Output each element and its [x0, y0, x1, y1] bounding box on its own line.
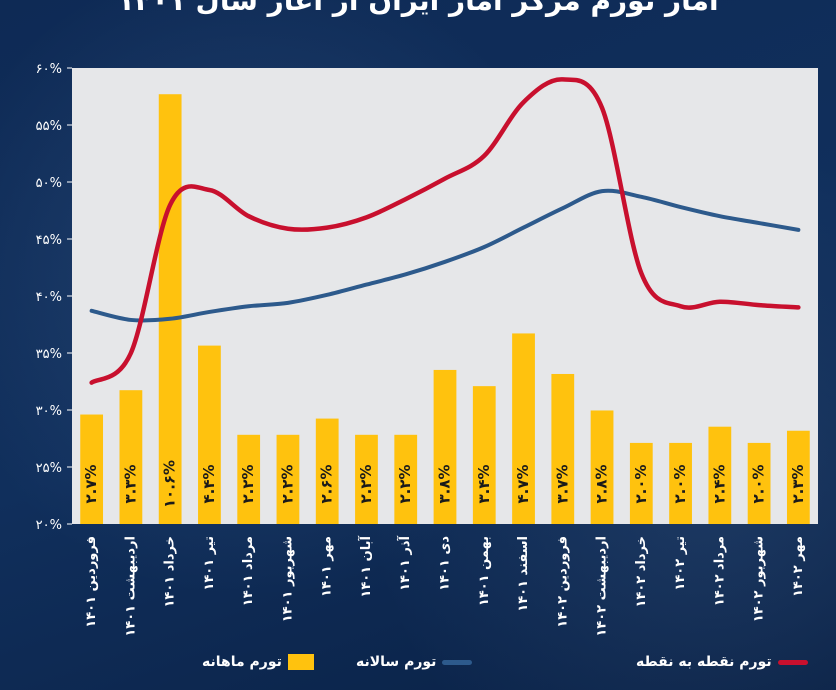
x-tick-label: مرداد ۱۴۰۲ — [712, 536, 727, 606]
y-tick-label: ۲۵% — [36, 461, 62, 476]
bar — [80, 414, 104, 524]
legend-item-point: تورم نقطه به نقطه — [636, 648, 808, 676]
bar-data-label: ۴.۷% — [514, 464, 532, 503]
bar-data-label: ۳.۸% — [436, 464, 454, 503]
bar — [747, 442, 771, 524]
y-tick-label: ۴۵% — [36, 233, 62, 248]
x-tick-label: شهریور ۱۴۰۲ — [752, 536, 767, 622]
bar — [198, 345, 221, 524]
x-tick-label: دی ۱۴۰۱ — [438, 536, 453, 591]
bar-data-label: ۳.۷% — [553, 464, 571, 503]
bar — [394, 434, 418, 524]
bar-data-label: ۲.۲% — [357, 464, 375, 503]
bar — [708, 426, 732, 524]
x-tick-label: بهمن ۱۴۰۱ — [477, 536, 492, 606]
series-line-annual — [89, 188, 801, 323]
bar — [786, 430, 810, 524]
legend-label-annual: تورم سالانه — [356, 654, 437, 670]
x-tick-label: اسفند ۱۴۰۱ — [516, 536, 531, 612]
bar-data-label: ۳.۴% — [475, 464, 493, 503]
legend-label-point: تورم نقطه به نقطه — [636, 654, 772, 670]
bar — [237, 434, 261, 524]
bar-data-label: ۲.۰% — [632, 464, 650, 503]
y-tick-label: ۳۰% — [36, 404, 62, 419]
x-tick-label: تیر ۱۴۰۱ — [202, 536, 217, 591]
y-tick-label: ۲۰% — [36, 518, 62, 533]
y-tick-label: ۳۵% — [36, 347, 62, 362]
bar — [629, 442, 653, 524]
chart-title: آمار تورم مرکز آمار ایران از آغاز سال ۱۴… — [117, 0, 719, 17]
y-tick-label: ۵۰% — [36, 176, 62, 191]
bar-data-label: ۲.۴% — [710, 464, 728, 503]
legend: تورم نقطه به نقطه تورم سالانه تورم ماهان… — [0, 648, 836, 676]
legend-swatch-annual — [442, 659, 473, 665]
legend-item-annual: تورم سالانه — [356, 648, 473, 676]
x-tick-label: تیر ۱۴۰۲ — [673, 536, 688, 591]
bar — [551, 373, 575, 524]
bar-data-label: ۲.۷% — [82, 464, 100, 503]
legend-swatch-monthly — [287, 654, 314, 670]
series-line-point — [89, 77, 801, 385]
x-tick-label: اردیبهشت ۱۴۰۱ — [123, 536, 138, 637]
bar-data-label: ۳.۳% — [121, 464, 139, 503]
x-tick-label: خرداد ۱۴۰۱ — [163, 536, 178, 608]
bar — [590, 410, 614, 524]
bar-data-label: ۲.۳% — [789, 464, 807, 503]
legend-swatch-point — [777, 659, 808, 665]
bar-data-label: ۲.۸% — [593, 464, 611, 503]
bar-data-label: ۲.۶% — [318, 464, 336, 503]
bar-data-label: ۱۰.۶% — [161, 460, 179, 508]
bar-data-label: ۴.۴% — [200, 464, 218, 503]
y-tick-label: ۵۵% — [36, 119, 62, 134]
x-tick-label: مهر ۱۴۰۲ — [791, 536, 806, 597]
bar — [512, 333, 535, 524]
x-tick-label: مهر ۱۴۰۱ — [320, 536, 335, 597]
bar-data-label: ۲.۰% — [750, 464, 768, 503]
x-tick-label: شهریور ۱۴۰۱ — [280, 536, 295, 622]
bar — [433, 369, 457, 524]
y-tick-label: ۶۰% — [36, 62, 62, 77]
x-tick-label: فروردین ۱۴۰۲ — [555, 536, 570, 628]
x-tick-label: آبان ۱۴۰۱ — [357, 535, 374, 597]
legend-label-monthly: تورم ماهانه — [202, 654, 282, 670]
bar — [355, 434, 378, 524]
x-tick-label: آذر ۱۴۰۱ — [396, 535, 413, 590]
bar — [315, 418, 339, 524]
x-tick-label: مرداد ۱۴۰۱ — [241, 536, 256, 606]
x-tick-label: فروردین ۱۴۰۱ — [84, 536, 99, 628]
x-tick-label: خرداد ۱۴۰۲ — [634, 536, 649, 608]
bar — [158, 94, 182, 524]
legend-item-monthly: تورم ماهانه — [202, 648, 314, 676]
bar-data-label: ۲.۲% — [396, 464, 414, 503]
bar — [472, 386, 496, 524]
bar — [119, 390, 143, 524]
bar-data-label: ۲.۲% — [239, 464, 257, 503]
bar — [276, 434, 300, 524]
x-tick-label: اردیبهشت ۱۴۰۲ — [595, 536, 610, 637]
bar — [669, 442, 692, 524]
y-tick-label: ۴۰% — [36, 290, 62, 305]
bar-data-label: ۲.۲% — [278, 464, 296, 503]
bar-data-label: ۲.۰% — [671, 464, 689, 503]
